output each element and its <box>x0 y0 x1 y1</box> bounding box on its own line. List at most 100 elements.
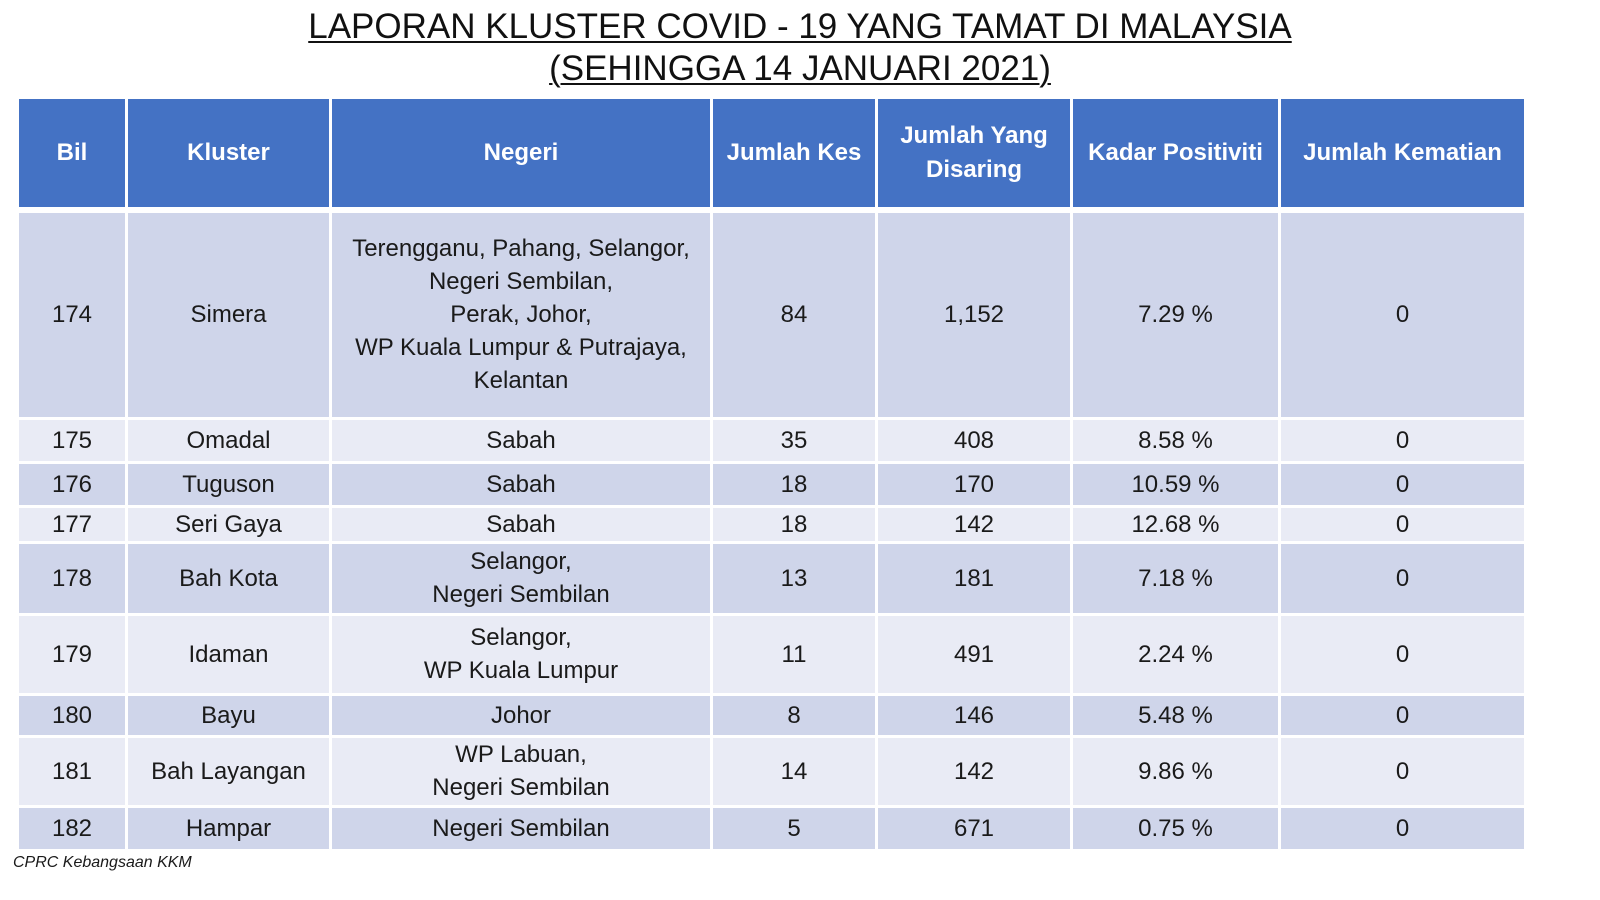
negeri-line: Kelantan <box>473 367 569 395</box>
cell-negeri: Sabah <box>329 504 713 544</box>
negeri-line: Negeri Sembilan <box>432 814 610 842</box>
table-row: 181 Bah Layangan WP Labuan, Negeri Sembilan… <box>16 734 1527 808</box>
negeri-line: Sabah <box>486 426 556 454</box>
cell-jumlah-kematian: 0 <box>1278 504 1527 544</box>
cell-kluster: Bayu <box>125 692 332 738</box>
cell-jumlah-disaring: 491 <box>875 612 1073 696</box>
cell-kadar-positiviti: 7.29 % <box>1070 208 1281 420</box>
header-jumlah-kematian: Jumlah Kematian <box>1278 96 1527 213</box>
negeri-line: Negeri Sembilan <box>432 774 610 801</box>
table-body: 174 Simera Terengganu, Pahang, Selangor, Ne… <box>16 208 1527 852</box>
cell-kadar-positiviti: 5.48 % <box>1070 692 1281 738</box>
negeri-line: Selangor, <box>470 624 572 651</box>
cell-jumlah-kes: 18 <box>710 460 878 508</box>
cell-jumlah-disaring: 408 <box>875 416 1073 464</box>
cell-negeri: Sabah <box>329 460 713 508</box>
table-row: 175 Omadal Sabah 35 408 8.58 % 0 <box>16 416 1527 464</box>
cell-negeri: Sabah <box>329 416 713 464</box>
cell-bil: 175 <box>16 416 128 464</box>
header-bil: Bil <box>16 96 128 213</box>
cell-negeri: Selangor, WP Kuala Lumpur <box>329 612 713 696</box>
cell-kluster: Idaman <box>125 612 332 696</box>
cell-kluster: Bah Layangan <box>125 734 332 808</box>
cell-jumlah-kes: 11 <box>710 612 878 696</box>
cell-kadar-positiviti: 10.59 % <box>1070 460 1281 508</box>
cell-negeri: Johor <box>329 692 713 738</box>
negeri-line: WP Kuala Lumpur <box>423 657 619 684</box>
cell-kluster: Tuguson <box>125 460 332 508</box>
report-title-line2: (SEHINGGA 14 JANUARI 2021) <box>549 49 1051 88</box>
negeri-line: Terengganu, Pahang, Selangor, <box>352 235 690 263</box>
table-row: 179 Idaman Selangor, WP Kuala Lumpur 11 491 2.… <box>16 612 1527 696</box>
negeri-line: WP Labuan, <box>455 741 587 768</box>
negeri-line: Sabah <box>486 510 556 538</box>
cell-jumlah-kematian: 0 <box>1278 692 1527 738</box>
cell-kluster: Omadal <box>125 416 332 464</box>
cell-bil: 178 <box>16 540 128 616</box>
negeri-line: Perak, Johor, <box>450 301 592 329</box>
table-row: 176 Tuguson Sabah 18 170 10.59 % 0 <box>16 460 1527 508</box>
header-kluster: Kluster <box>125 96 332 213</box>
cell-jumlah-kes: 18 <box>710 504 878 544</box>
cell-jumlah-kematian: 0 <box>1278 208 1527 420</box>
header-kadar-positiviti: Kadar Positiviti <box>1070 96 1281 213</box>
cell-kadar-positiviti: 0.75 % <box>1070 804 1281 852</box>
cell-bil: 181 <box>16 734 128 808</box>
source-footer: CPRC Kebangsaan KKM <box>13 854 192 871</box>
negeri-line: Negeri Sembilan, <box>428 268 614 296</box>
cell-bil: 182 <box>16 804 128 852</box>
negeri-line: Sabah <box>486 470 556 498</box>
cell-bil: 179 <box>16 612 128 696</box>
header-jumlah-disaring: Jumlah Yang Disaring <box>875 96 1073 213</box>
cell-jumlah-disaring: 1,152 <box>875 208 1073 420</box>
negeri-line: Negeri Sembilan <box>432 581 610 608</box>
cell-jumlah-kematian: 0 <box>1278 460 1527 508</box>
cell-jumlah-disaring: 146 <box>875 692 1073 738</box>
header-jumlah-kes: Jumlah Kes <box>710 96 878 213</box>
cell-jumlah-kematian: 0 <box>1278 804 1527 852</box>
cell-jumlah-kematian: 0 <box>1278 416 1527 464</box>
cell-negeri: WP Labuan, Negeri Sembilan <box>329 734 713 808</box>
cell-kluster: Seri Gaya <box>125 504 332 544</box>
cell-jumlah-kematian: 0 <box>1278 540 1527 616</box>
header-row: Bil Kluster Negeri Jumlah Kes Jumlah Yan… <box>16 96 1527 213</box>
cell-kadar-positiviti: 8.58 % <box>1070 416 1281 464</box>
cell-bil: 180 <box>16 692 128 738</box>
table-row: 180 Bayu Johor 8 146 5.48 % 0 <box>16 692 1527 738</box>
header-negeri: Negeri <box>329 96 713 213</box>
cell-negeri: Negeri Sembilan <box>329 804 713 852</box>
cell-bil: 176 <box>16 460 128 508</box>
cell-bil: 177 <box>16 504 128 544</box>
cell-kadar-positiviti: 9.86 % <box>1070 734 1281 808</box>
cell-jumlah-kes: 14 <box>710 734 878 808</box>
cell-jumlah-disaring: 671 <box>875 804 1073 852</box>
header-jumlah-disaring-line1: Jumlah Yang <box>900 122 1048 149</box>
cell-jumlah-disaring: 142 <box>875 734 1073 808</box>
cell-bil: 174 <box>16 208 128 420</box>
cell-kluster: Bah Kota <box>125 540 332 616</box>
cell-jumlah-disaring: 170 <box>875 460 1073 508</box>
cluster-report-table: Bil Kluster Negeri Jumlah Kes Jumlah Yan… <box>16 96 1527 852</box>
cell-jumlah-disaring: 181 <box>875 540 1073 616</box>
cell-jumlah-kes: 8 <box>710 692 878 738</box>
cell-jumlah-kematian: 0 <box>1278 734 1527 808</box>
negeri-line: Selangor, <box>470 548 572 575</box>
table-row: 178 Bah Kota Selangor, Negeri Sembilan 13 181… <box>16 540 1527 616</box>
table-row: 182 Hampar Negeri Sembilan 5 671 0.75 % 0 <box>16 804 1527 852</box>
table-header: Bil Kluster Negeri Jumlah Kes Jumlah Yan… <box>16 96 1527 213</box>
cell-negeri: Selangor, Negeri Sembilan <box>329 540 713 616</box>
cell-jumlah-kes: 13 <box>710 540 878 616</box>
header-jumlah-disaring-line2: Disaring <box>925 156 1023 183</box>
cell-kluster: Hampar <box>125 804 332 852</box>
cell-jumlah-kes: 5 <box>710 804 878 852</box>
table-row: 177 Seri Gaya Sabah 18 142 12.68 % 0 <box>16 504 1527 544</box>
table-row: 174 Simera Terengganu, Pahang, Selangor, Ne… <box>16 208 1527 420</box>
cell-jumlah-disaring: 142 <box>875 504 1073 544</box>
negeri-line: WP Kuala Lumpur & Putrajaya, <box>355 334 687 362</box>
cell-kadar-positiviti: 7.18 % <box>1070 540 1281 616</box>
cell-kadar-positiviti: 12.68 % <box>1070 504 1281 544</box>
report-title-line1: LAPORAN KLUSTER COVID - 19 YANG TAMAT DI… <box>308 7 1292 46</box>
cell-jumlah-kematian: 0 <box>1278 612 1527 696</box>
cell-kadar-positiviti: 2.24 % <box>1070 612 1281 696</box>
cell-negeri: Terengganu, Pahang, Selangor, Negeri Semb… <box>329 208 713 420</box>
